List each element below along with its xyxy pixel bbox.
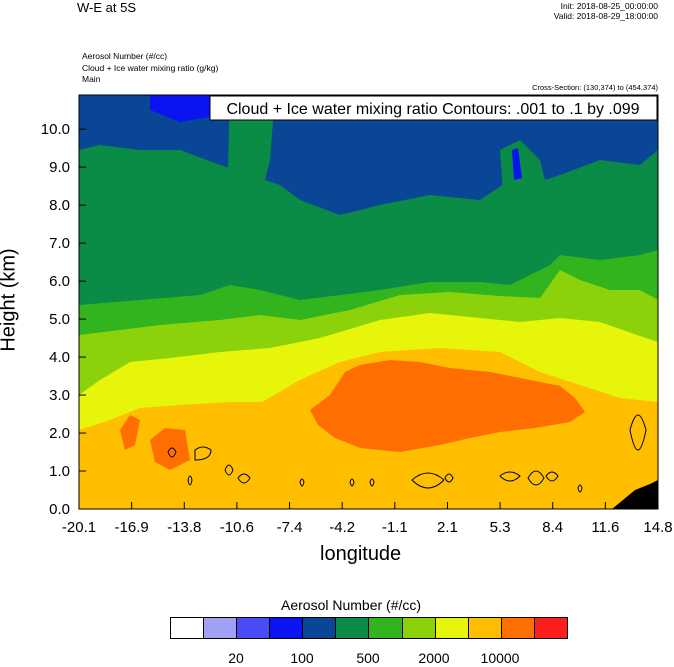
x-tick-label: -16.9 [115, 519, 149, 536]
colorbar-label: 20 [228, 650, 244, 666]
colorbar-swatch [303, 618, 337, 638]
green-tongue-upper [222, 95, 275, 270]
green-patch-upper-right [500, 140, 550, 230]
y-tick-label: 5.0 [49, 311, 70, 328]
x-tick-label: 2.1 [437, 519, 458, 536]
blue-spot-right [512, 148, 522, 180]
colorbar-swatch [171, 618, 205, 638]
cross-section-plot: Cloud + Ice water mixing ratio Contours:… [41, 94, 673, 536]
y-tick-label: 10.0 [41, 121, 70, 138]
colorbar-title: Aerosol Number (#/cc) [281, 597, 422, 613]
colorbar-swatch [369, 618, 403, 638]
y-tick-label: 0.0 [49, 501, 70, 518]
y-tick-label: 8.0 [49, 197, 70, 214]
y-tick-label: 3.0 [49, 387, 70, 404]
colorbar-swatch [501, 618, 535, 638]
x-tick-label: -7.4 [277, 519, 303, 536]
x-tick-label: -4.2 [329, 519, 355, 536]
valid-time: Valid: 2018-08-29_18:00:00 [553, 11, 658, 21]
y-axis-label: Height (km) [0, 248, 20, 352]
init-time: Init: 2018-08-25_00:00:00 [560, 1, 658, 11]
filled-contours [79, 95, 658, 509]
y-axis: 0.0 1.0 2.0 3.0 4.0 5.0 6.0 7.0 8.0 9.0 10.0 [41, 121, 86, 518]
colorbar-swatch [336, 618, 370, 638]
x-tick-label: -20.1 [62, 519, 96, 536]
x-tick-label: 5.3 [490, 519, 511, 536]
x-tick-label: -13.8 [167, 519, 201, 536]
x-tick-label: 14.8 [643, 519, 672, 536]
x-tick-label: -10.6 [220, 519, 254, 536]
colorbar-swatch [204, 618, 238, 638]
terrain-mask [612, 480, 658, 509]
plot-title: W-E at 5S [77, 0, 137, 15]
colorbar-swatch [534, 618, 567, 638]
contour-info-box [209, 95, 658, 121]
x-axis-label: longitude [320, 543, 402, 565]
y-tick-label: 1.0 [49, 463, 70, 480]
colorbar-swatch [435, 618, 469, 638]
field-label-cloud: Cloud + Ice water mixing ratio (g/kg) [82, 63, 219, 73]
y-tick-label: 6.0 [49, 273, 70, 290]
colorbar-swatch [402, 618, 436, 638]
colorbar-swatch [468, 618, 502, 638]
cross-section-label: Cross-Section: (130,374) to (454,374) [532, 83, 658, 92]
colorbar [170, 617, 568, 639]
y-tick-label: 2.0 [49, 425, 70, 442]
x-axis: -20.1 -16.9 -13.8 -10.6 -7.4 -4.2 -1.1 2.1 5.3 8.… [62, 502, 673, 536]
colorbar-label: 2000 [418, 650, 450, 666]
field-label-aerosol: Aerosol Number (#/cc) [82, 51, 168, 61]
dark-orange-patch-left [120, 415, 140, 450]
contour-info-label: Cloud + Ice water mixing ratio Contours:… [226, 101, 639, 118]
y-tick-label: 9.0 [49, 159, 70, 176]
y-tick-label: 7.0 [49, 235, 70, 252]
colorbar-swatch [270, 618, 304, 638]
colorbar-label: 500 [356, 650, 380, 666]
colorbar-swatch [237, 618, 271, 638]
colorbar-label: 100 [290, 650, 314, 666]
x-tick-label: -1.1 [382, 519, 408, 536]
x-tick-label: 8.4 [542, 519, 563, 536]
cloud-contours [167, 414, 647, 493]
dark-orange-core [310, 360, 585, 452]
y-tick-label: 4.0 [49, 349, 70, 366]
x-tick-label: 11.6 [591, 519, 619, 536]
colorbar-label: 10000 [480, 650, 520, 666]
field-label-main: Main [82, 74, 101, 84]
upper-blue-region [79, 95, 658, 215]
plot-frame [78, 94, 659, 510]
